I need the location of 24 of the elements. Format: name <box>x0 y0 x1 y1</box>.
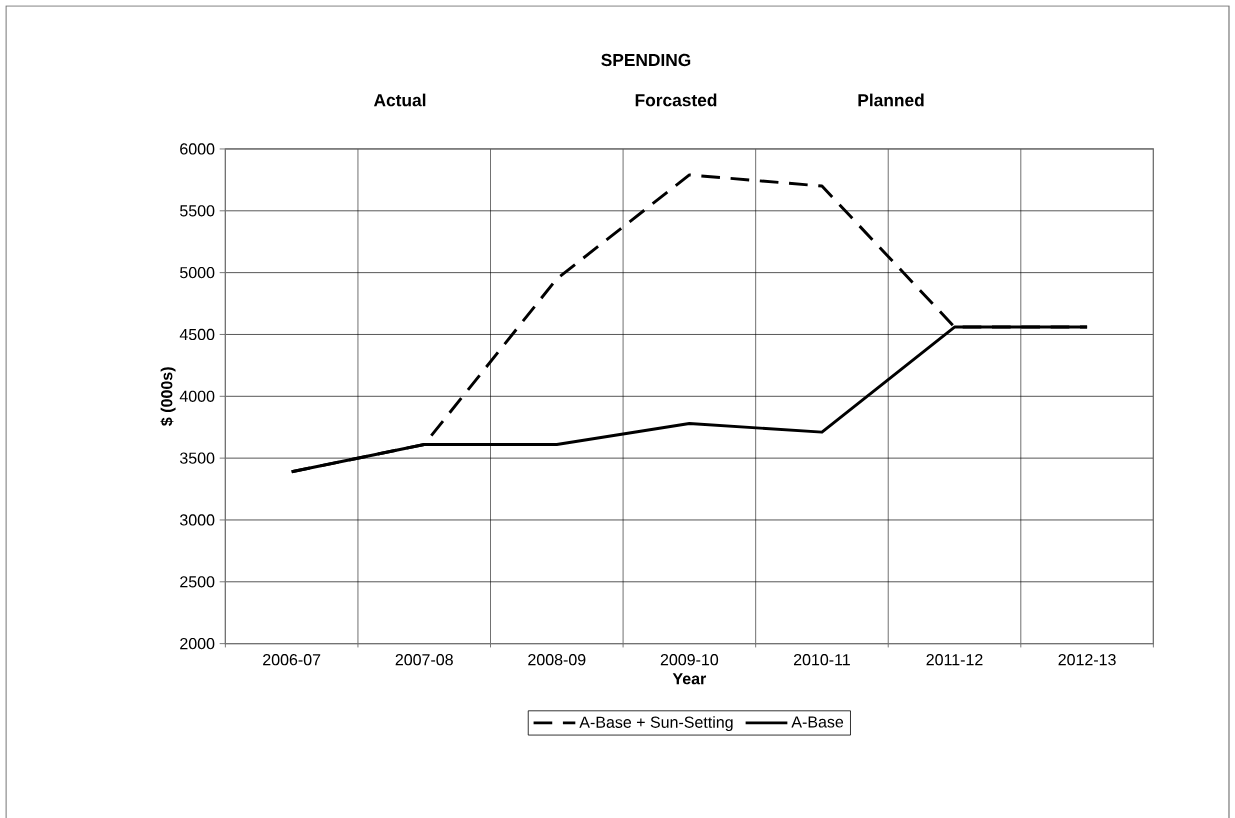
y-tick-label: 4000 <box>179 390 215 402</box>
text: Forcasted <box>635 93 717 107</box>
y-tick-label: 6000 <box>180 143 215 155</box>
x-tick-label: 2012-13 <box>1058 654 1116 666</box>
y-tick-label: 4500 <box>179 328 215 341</box>
y-axis-title: $ (000s) <box>160 367 176 426</box>
legend-label: A-Base <box>791 716 844 728</box>
y-tick-label: 2000 <box>180 637 215 650</box>
x-tick-label: 2009-10 <box>660 654 719 666</box>
x-tick-label: 2011-12 <box>926 654 983 666</box>
x-tick-label: 2007-08 <box>395 654 453 666</box>
x-tick-label: 2010-11 <box>793 654 850 666</box>
chart-title: SPENDING <box>601 53 691 67</box>
x-axis-title: Year <box>672 673 707 685</box>
y-tick-label: 3000 <box>179 514 215 526</box>
x-tick-label: 2008-09 <box>528 654 586 666</box>
y-tick-label: 3500 <box>179 452 215 464</box>
x-tick-label: 2006-07 <box>263 654 321 666</box>
y-tick-label: 2500 <box>180 576 215 588</box>
y-tick-label: 5000 <box>180 266 215 279</box>
legend-label: A-Base + Sun-Setting <box>579 716 733 732</box>
text: Planned <box>858 93 924 107</box>
text: Actual <box>373 93 426 107</box>
y-tick-label: 5500 <box>180 205 215 217</box>
